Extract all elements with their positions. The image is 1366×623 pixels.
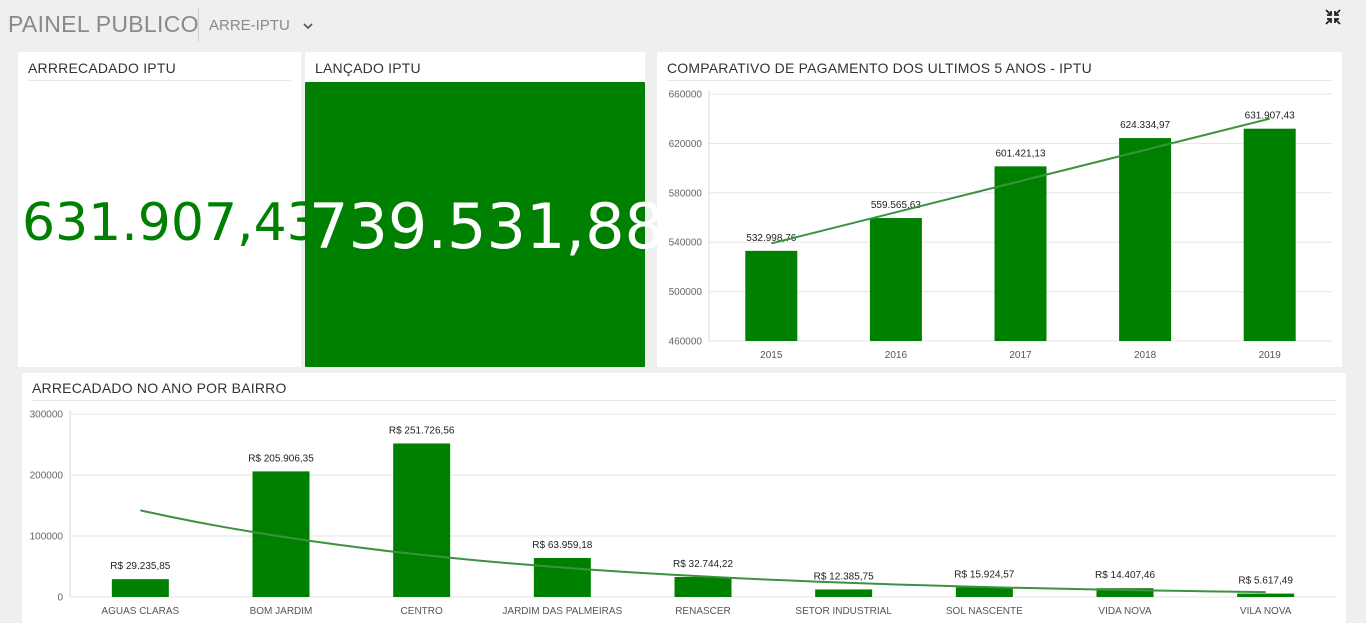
chevron-down-icon xyxy=(303,22,313,29)
y-tick-label: 100000 xyxy=(30,532,64,543)
trend-line xyxy=(771,117,1270,245)
bar xyxy=(1119,138,1172,341)
x-tick-label: SETOR INDUSTRIAL xyxy=(795,606,892,617)
x-tick-label: 2017 xyxy=(1009,350,1032,361)
x-tick-label: CENTRO xyxy=(401,606,443,617)
data-label: R$ 15.924,57 xyxy=(954,569,1014,580)
x-tick-label: BOM JARDIM xyxy=(250,606,313,617)
data-label: R$ 12.385,75 xyxy=(814,571,874,582)
data-label: 624.334,97 xyxy=(1120,120,1170,131)
bar xyxy=(533,557,591,597)
data-label: R$ 205.906,35 xyxy=(248,453,314,464)
chart-title-comparativo: COMPARATIVO DE PAGAMENTO DOS ULTIMOS 5 A… xyxy=(667,60,1092,76)
y-tick-label: 0 xyxy=(57,593,63,604)
x-tick-label: VILA NOVA xyxy=(1240,606,1292,617)
chart-title-bairro: ARRECADADO NO ANO POR BAIRRO xyxy=(32,380,287,396)
x-tick-label: RENASCER xyxy=(675,606,731,617)
data-label: 559.565,63 xyxy=(871,200,921,211)
kpi-card-lancado[interactable]: LANÇADO IPTU 739.531,88 xyxy=(305,52,664,367)
chart-comparativo: 660000 620000 580000 540000 500000 460000 532.… xyxy=(669,90,1332,361)
report-select-value: ARRE-IPTU xyxy=(209,17,290,34)
x-tick-label: AGUAS CLARAS xyxy=(101,606,179,617)
card-title-divider xyxy=(667,80,1332,81)
bar xyxy=(674,577,732,597)
kpi-value-arrecadado: 631.907,43 xyxy=(22,193,320,253)
collapse-arrows-icon[interactable] xyxy=(1323,7,1343,27)
kpi-title-arrecadado: ARRRECADADO IPTU xyxy=(28,60,176,76)
data-label: R$ 32.744,22 xyxy=(673,559,733,570)
x-tick-label: JARDIM DAS PALMEIRAS xyxy=(502,606,622,617)
y-tick-label: 200000 xyxy=(30,471,64,482)
data-label: 631.907,43 xyxy=(1245,111,1295,122)
bar xyxy=(111,579,169,597)
bar xyxy=(994,166,1047,341)
data-label: R$ 63.959,18 xyxy=(532,540,592,551)
x-tick-label: VIDA NOVA xyxy=(1098,606,1151,617)
y-tick-label: 540000 xyxy=(669,238,703,249)
data-label: 532.998,76 xyxy=(746,233,796,244)
y-tick-label: 500000 xyxy=(669,287,703,298)
trend-line xyxy=(140,509,1266,594)
bar xyxy=(869,218,922,341)
x-tick-label: 2019 xyxy=(1259,350,1282,361)
kpi-tile-lancado xyxy=(305,82,645,367)
bar xyxy=(955,587,1013,597)
report-select[interactable]: ARRE-IPTU xyxy=(209,17,314,34)
y-tick-label: 660000 xyxy=(669,90,703,101)
x-tick-label: 2015 xyxy=(760,350,783,361)
card-title-divider xyxy=(28,80,291,81)
bar xyxy=(1243,128,1296,341)
x-tick-label: 2018 xyxy=(1134,350,1157,361)
data-label: R$ 14.407,46 xyxy=(1095,570,1155,581)
data-label: R$ 29.235,85 xyxy=(110,561,170,572)
y-tick-label: 300000 xyxy=(30,410,64,421)
kpi-value-lancado: 739.531,88 xyxy=(309,190,664,263)
x-tick-label: SOL NASCENTE xyxy=(946,606,1023,617)
y-tick-label: 580000 xyxy=(669,188,703,199)
kpi-card-arrecadado[interactable]: ARRRECADADO IPTU 631.907,43 xyxy=(18,52,320,367)
top-bar: PAINEL PUBLICO ARRE-IPTU xyxy=(0,0,1366,48)
data-label: R$ 251.726,56 xyxy=(389,425,455,436)
bar xyxy=(393,443,451,597)
kpi-title-lancado: LANÇADO IPTU xyxy=(315,60,421,76)
x-tick-label: 2016 xyxy=(885,350,908,361)
bar xyxy=(1237,593,1295,597)
data-label: 601.421,13 xyxy=(995,148,1045,159)
data-label: R$ 5.617,49 xyxy=(1238,576,1293,587)
header-divider xyxy=(198,8,199,42)
y-tick-label: 620000 xyxy=(669,139,703,150)
bar xyxy=(1096,588,1154,597)
chart-bairro: 300000 200000 100000 0 R$ 29.235,85 AGUAS CLA… xyxy=(30,410,1336,617)
app-title: PAINEL PUBLICO xyxy=(8,11,199,37)
card-title-divider xyxy=(32,400,1336,401)
y-tick-label: 460000 xyxy=(669,337,703,348)
bar xyxy=(745,250,798,341)
bar xyxy=(815,589,873,597)
